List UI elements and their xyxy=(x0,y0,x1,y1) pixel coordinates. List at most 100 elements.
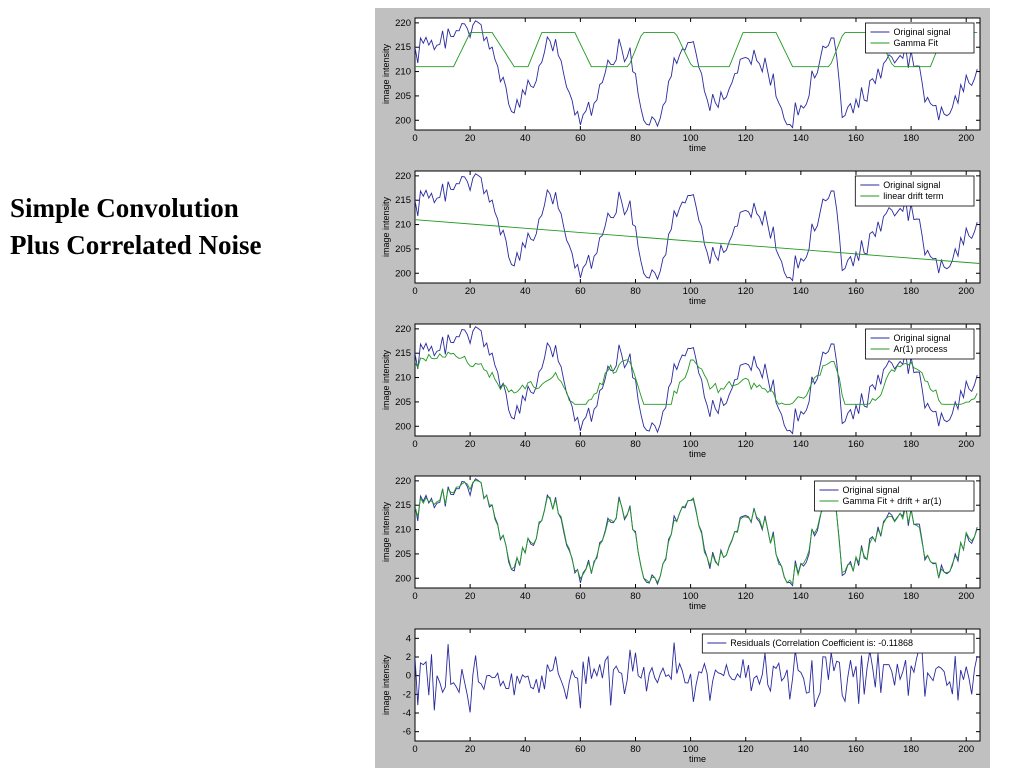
x-tick-label: 0 xyxy=(412,133,417,144)
legend-box xyxy=(865,22,975,54)
y-tick-label: 210 xyxy=(395,373,411,384)
y-axis-label: image intensity xyxy=(381,196,391,257)
x-tick-label: 20 xyxy=(465,133,476,144)
x-tick-label: 40 xyxy=(520,133,531,144)
x-tick-label: 40 xyxy=(520,439,531,450)
x-tick-label: 60 xyxy=(575,286,586,297)
x-tick-label: 140 xyxy=(793,439,809,450)
x-axis-label: time xyxy=(689,601,706,611)
x-tick-label: 20 xyxy=(465,439,476,450)
legend-label: Original signal xyxy=(883,180,940,190)
x-tick-label: 120 xyxy=(738,439,754,450)
x-tick-label: 100 xyxy=(683,286,699,297)
legend-label: Gamma Fit xyxy=(894,38,939,48)
y-tick-label: 220 xyxy=(395,324,411,335)
x-tick-label: 80 xyxy=(630,591,641,602)
y-axis-label: image intensity xyxy=(381,43,391,104)
x-tick-label: 180 xyxy=(903,286,919,297)
legend-label: Original signal xyxy=(843,485,900,495)
x-tick-label: 0 xyxy=(412,286,417,297)
x-tick-label: 180 xyxy=(903,744,919,755)
x-tick-label: 60 xyxy=(575,133,586,144)
series-line-2 xyxy=(415,351,978,405)
slide-title: Simple Convolution Plus Correlated Noise xyxy=(10,190,350,264)
legend-box xyxy=(854,175,975,207)
y-tick-label: 215 xyxy=(395,42,411,53)
y-tick-label: 210 xyxy=(395,67,411,78)
x-tick-label: 60 xyxy=(575,591,586,602)
series-line-1 xyxy=(415,173,978,282)
x-tick-label: 160 xyxy=(848,439,864,450)
x-tick-label: 140 xyxy=(793,744,809,755)
x-tick-label: 100 xyxy=(683,744,699,755)
x-tick-label: 80 xyxy=(630,744,641,755)
x-axis-label: time xyxy=(689,754,706,764)
y-tick-label: 200 xyxy=(395,268,411,279)
y-tick-label: 210 xyxy=(395,525,411,536)
x-axis-label: time xyxy=(689,296,706,306)
x-tick-label: 140 xyxy=(793,591,809,602)
legend-label: Original signal xyxy=(894,27,951,37)
x-tick-label: 40 xyxy=(520,744,531,755)
legend-label: Residuals (Correlation Coefficient is: -… xyxy=(730,638,913,648)
y-axis-label: image intensity xyxy=(381,501,391,562)
x-tick-label: 200 xyxy=(958,439,974,450)
y-tick-label: 205 xyxy=(395,244,411,255)
x-tick-label: 120 xyxy=(738,591,754,602)
chart-panel-2: 0 20 40 60 80 100 120 140 160 180 200 200 205 210 215 2… xyxy=(381,170,981,306)
x-tick-label: 120 xyxy=(738,744,754,755)
y-tick-label: 215 xyxy=(395,195,411,206)
y-tick-label: 215 xyxy=(395,500,411,511)
legend-box xyxy=(865,328,975,360)
series-line-1 xyxy=(415,642,978,713)
legend: Residuals (Correlation Coefficient is: -… xyxy=(701,633,975,654)
y-tick-label: 0 xyxy=(406,671,411,682)
y-tick-label: 220 xyxy=(395,476,411,487)
x-tick-label: 160 xyxy=(848,286,864,297)
y-tick-label: 4 xyxy=(406,633,411,644)
y-tick-label: -4 xyxy=(403,708,411,719)
x-tick-label: 0 xyxy=(412,744,417,755)
y-tick-label: 215 xyxy=(395,348,411,359)
y-tick-label: 220 xyxy=(395,18,411,29)
x-tick-label: 40 xyxy=(520,286,531,297)
x-tick-label: 100 xyxy=(683,133,699,144)
x-tick-label: 120 xyxy=(738,286,754,297)
y-tick-label: 220 xyxy=(395,171,411,182)
series-line-2 xyxy=(415,480,978,585)
x-tick-label: 200 xyxy=(958,744,974,755)
slide-title-line-1: Simple Convolution xyxy=(10,193,239,223)
x-tick-label: 20 xyxy=(465,286,476,297)
x-tick-label: 200 xyxy=(958,591,974,602)
y-tick-label: 200 xyxy=(395,421,411,432)
y-tick-label: -6 xyxy=(403,727,411,738)
x-tick-label: 100 xyxy=(683,591,699,602)
legend-box xyxy=(814,480,975,512)
x-axis-label: time xyxy=(689,449,706,459)
legend-box xyxy=(701,633,975,654)
y-tick-label: 205 xyxy=(395,91,411,102)
x-tick-label: 120 xyxy=(738,133,754,144)
x-tick-label: 200 xyxy=(958,286,974,297)
legend-label: Ar(1) process xyxy=(894,344,949,354)
x-tick-label: 60 xyxy=(575,744,586,755)
legend-label: Gamma Fit + drift + ar(1) xyxy=(843,496,942,506)
x-axis-label: time xyxy=(689,143,706,153)
x-tick-label: 20 xyxy=(465,591,476,602)
figure-panel: 0 20 40 60 80 100 120 140 160 180 200 200 205 210 215 2… xyxy=(375,8,990,768)
x-tick-label: 40 xyxy=(520,591,531,602)
x-tick-label: 100 xyxy=(683,439,699,450)
x-tick-label: 140 xyxy=(793,286,809,297)
y-tick-label: -2 xyxy=(403,689,411,700)
x-tick-label: 80 xyxy=(630,286,641,297)
x-tick-label: 160 xyxy=(848,591,864,602)
x-tick-label: 140 xyxy=(793,133,809,144)
legend-label: linear drift term xyxy=(883,191,943,201)
series-line-1 xyxy=(415,326,978,435)
series-line-1 xyxy=(415,20,978,129)
x-tick-label: 160 xyxy=(848,744,864,755)
y-tick-label: 200 xyxy=(395,573,411,584)
x-tick-label: 0 xyxy=(412,439,417,450)
